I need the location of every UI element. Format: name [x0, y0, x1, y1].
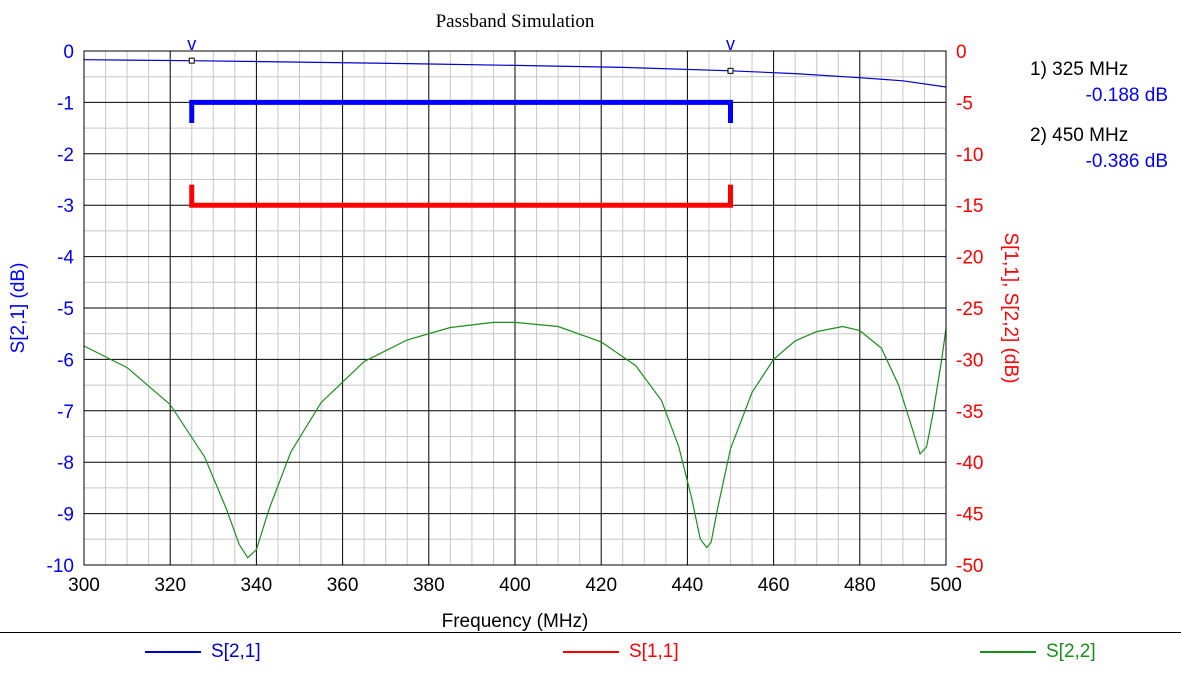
y-right-tick-label: 0	[956, 42, 967, 63]
y-right-tick-label: -30	[956, 350, 983, 371]
marker-glyph-1: v	[187, 34, 196, 54]
y-right-tick-label: -35	[956, 402, 983, 423]
marker-readout-value-1: -0.188 dB	[1086, 85, 1168, 106]
legend-item-s21: S[2,1]	[145, 641, 261, 663]
legend-label-s22: S[2,2]	[1046, 641, 1096, 662]
y-right-tick-label: -40	[956, 453, 983, 474]
spec-line-1	[189, 99, 733, 123]
x-tick-label: 380	[413, 575, 445, 596]
x-tick-label: 440	[672, 575, 704, 596]
y-right-tick-label: -5	[956, 93, 973, 114]
x-tick-label: 360	[327, 575, 359, 596]
marker-readout-label-1: 1) 325 MHz	[1030, 59, 1128, 80]
y-left-tick-label: -6	[57, 350, 74, 371]
legend-item-s22: S[2,2]	[980, 641, 1096, 663]
marker-point-2	[727, 67, 734, 74]
legend-label-s11: S[1,1]	[629, 641, 679, 662]
y-right-tick-label: -15	[956, 196, 983, 217]
legend-label-s21: S[2,1]	[211, 641, 261, 662]
x-tick-label: 500	[930, 575, 962, 596]
legend-swatch-s21	[145, 651, 201, 653]
x-tick-label: 420	[585, 575, 617, 596]
series-line-S[2,2]	[83, 321, 947, 559]
y-left-tick-label: -10	[47, 556, 74, 577]
marker-label-bg	[177, 37, 206, 57]
y-right-tick-label: -25	[956, 299, 983, 320]
y-left-tick-label: -1	[57, 93, 74, 114]
chart-title: Passband Simulation	[436, 11, 595, 32]
x-tick-label: 300	[68, 575, 100, 596]
y-left-tick-label: 0	[63, 42, 74, 63]
y-right-tick-label: -10	[956, 145, 983, 166]
series-line-S[2,1]	[83, 59, 947, 88]
spec-line-2	[189, 184, 733, 208]
x-axis-label: Frequency (MHz)	[442, 611, 589, 632]
y-left-tick-label: -2	[57, 145, 74, 166]
y-left-tick-label: -9	[57, 505, 74, 526]
y-right-tick-label: -20	[956, 248, 983, 269]
marker-readout-label-2: 2) 450 MHz	[1030, 125, 1128, 146]
x-tick-label: 340	[241, 575, 273, 596]
legend-swatch-s11	[563, 651, 619, 653]
y-right-tick-label: -50	[956, 556, 983, 577]
y-right-tick-label: -45	[956, 505, 983, 526]
marker-label-bg	[716, 37, 745, 57]
marker-point-1	[188, 57, 195, 64]
y-left-tick-label: -7	[57, 402, 74, 423]
passband-chart: 300 320 340 360 380 400 420 440 460 480 500 0 -1 -2 -3…	[8, 11, 1168, 632]
y-left-tick-label: -5	[57, 299, 74, 320]
y-left-tick-label: -4	[57, 248, 74, 269]
marker-readout-value-2: -0.386 dB	[1086, 151, 1168, 172]
y-axis-right-label: S[1,1], S[2,2] (dB)	[1000, 232, 1021, 383]
x-tick-label: 320	[154, 575, 186, 596]
y-left-tick-label: -8	[57, 453, 74, 474]
y-axis-left-label: S[2,1] (dB)	[8, 263, 29, 354]
chart-legend: S[2,1] S[1,1] S[2,2]	[0, 632, 1181, 673]
x-tick-label: 400	[499, 575, 531, 596]
y-left-tick-label: -3	[57, 196, 74, 217]
plot-frame	[83, 50, 947, 566]
marker-glyph-2: v	[726, 34, 735, 54]
legend-item-s11: S[1,1]	[563, 641, 679, 663]
legend-swatch-s22	[980, 651, 1036, 653]
x-tick-label: 460	[758, 575, 790, 596]
x-tick-label: 480	[844, 575, 876, 596]
